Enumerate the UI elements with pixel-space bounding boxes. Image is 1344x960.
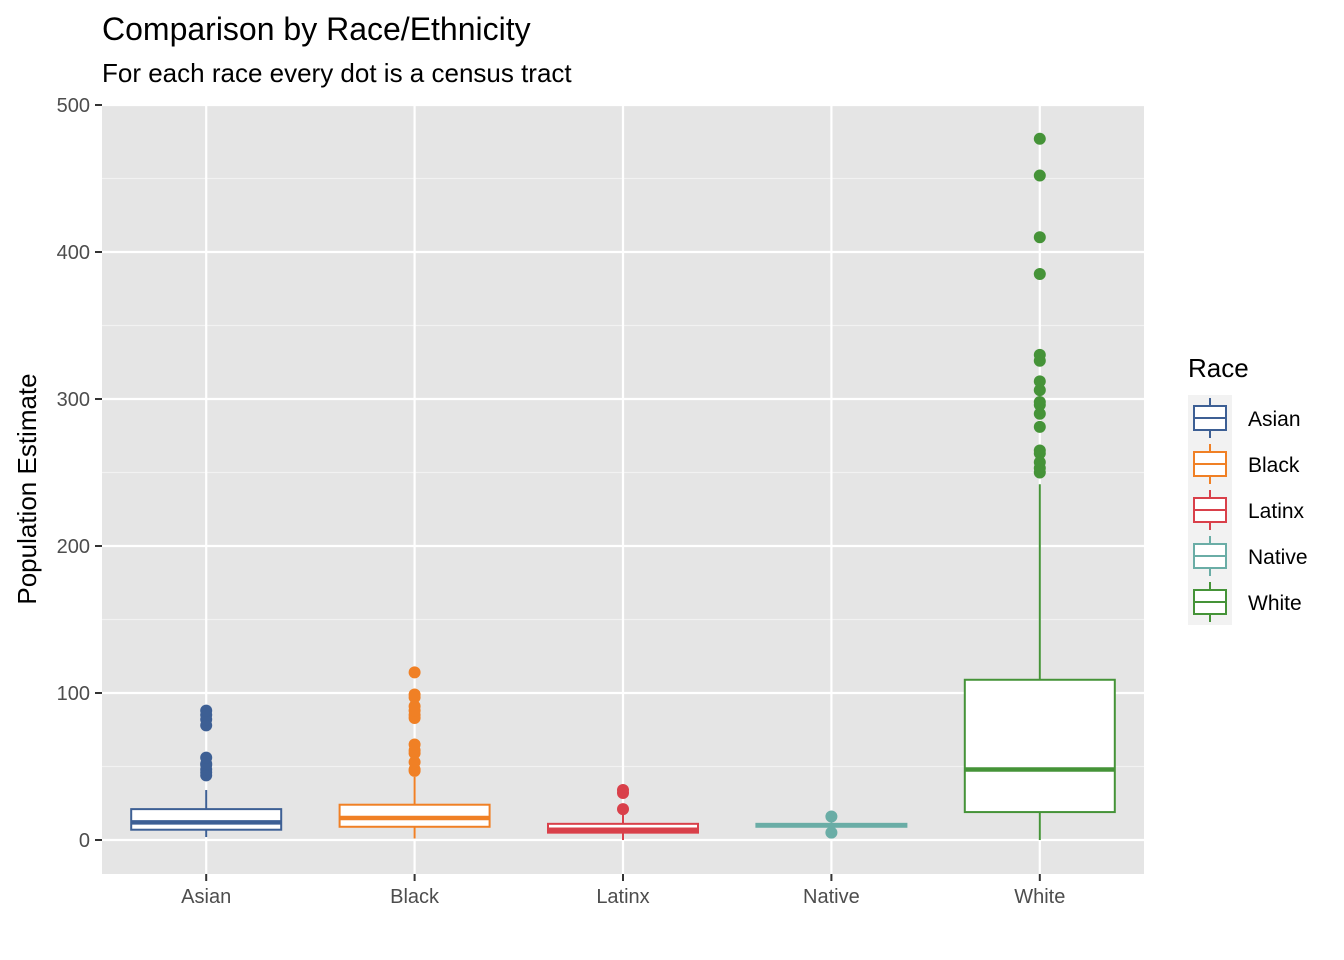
x-tick-label: White	[1014, 886, 1065, 908]
box-latinx	[547, 784, 699, 840]
outlier-point	[200, 704, 213, 717]
boxes	[130, 132, 1116, 840]
y-tick-label: 300	[57, 389, 90, 411]
y-tick-label: 200	[57, 536, 90, 558]
legend-label: Asian	[1248, 408, 1301, 431]
chart-title: Comparison by Race/Ethnicity	[102, 11, 531, 47]
outlier-point	[1033, 268, 1046, 281]
y-tick-label: 0	[79, 830, 90, 852]
outlier-point	[1033, 348, 1046, 361]
legend-label: Latinx	[1248, 500, 1305, 523]
outlier-point	[1033, 375, 1046, 388]
legend: Race Asian Black Latinx Native White	[1188, 353, 1308, 625]
y-tick-label: 400	[57, 242, 90, 264]
outlier-point	[408, 688, 421, 701]
x-tick-label: Native	[803, 886, 860, 908]
legend-item-black: Black	[1188, 441, 1300, 487]
y-axis-title: Population Estimate	[12, 373, 42, 604]
x-tick-label: Black	[390, 886, 440, 908]
outlier-point	[200, 751, 213, 764]
legend-item-native: Native	[1188, 533, 1308, 579]
box-black	[338, 666, 491, 839]
outlier-point	[408, 700, 421, 713]
outlier-point	[617, 784, 629, 797]
outlier-point	[1033, 444, 1046, 457]
x-tick-label: Asian	[181, 886, 231, 908]
legend-items: Asian Black Latinx Native White	[1188, 395, 1308, 625]
legend-label: Native	[1248, 546, 1308, 569]
outlier-point	[1033, 132, 1046, 145]
y-tick-label: 100	[57, 683, 90, 705]
legend-label: Black	[1248, 454, 1300, 477]
box-body	[130, 808, 283, 831]
box-native	[755, 810, 908, 839]
outlier-point	[408, 756, 421, 769]
outlier-point	[617, 803, 629, 816]
legend-item-white: White	[1188, 579, 1302, 625]
outlier-point	[1033, 456, 1046, 469]
box-white	[963, 132, 1116, 840]
outlier-point	[1033, 420, 1046, 433]
outlier-point	[1033, 231, 1046, 244]
x-axis: Asian Black Latinx Native White	[181, 874, 1065, 908]
x-tick-label: Latinx	[596, 886, 649, 908]
legend-item-latinx: Latinx	[1188, 487, 1305, 533]
legend-label: White	[1248, 592, 1302, 615]
outlier-point	[1033, 395, 1046, 408]
legend-title: Race	[1188, 353, 1249, 383]
legend-item-asian: Asian	[1188, 395, 1301, 441]
box-body	[963, 678, 1116, 814]
y-tick-label: 500	[57, 95, 90, 117]
outlier-point	[825, 810, 838, 823]
outlier-point	[1033, 384, 1046, 397]
outlier-point	[1033, 169, 1046, 182]
chart-subtitle: For each race every dot is a census trac…	[102, 58, 572, 88]
outlier-point	[408, 738, 421, 751]
outlier-point	[825, 826, 838, 839]
box-asian	[130, 704, 283, 838]
outlier-point	[408, 666, 421, 679]
y-axis: 0 100 200 300 400 500	[57, 95, 102, 852]
outlier-point	[1033, 407, 1046, 420]
